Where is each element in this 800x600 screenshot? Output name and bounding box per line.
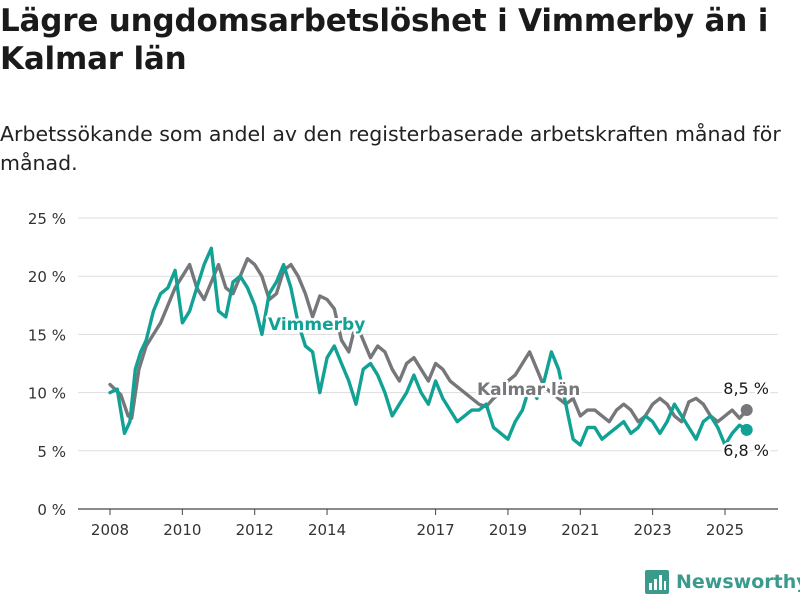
end-label-vimmerby-halo: 6,8 % [723, 441, 769, 460]
x-tick-label: 2017 [416, 521, 454, 539]
series-label-kalmar: Kalmar län [477, 380, 580, 400]
x-tick-label: 2019 [489, 521, 527, 539]
x-tick-label: 2008 [91, 521, 129, 539]
x-tick-label: 2023 [634, 521, 672, 539]
x-tick-label: 2014 [308, 521, 346, 539]
x-axis: 2008 2010 2012 2014 2017 2019 2021 2023 2025 [78, 508, 778, 539]
y-axis: 0 % 5 % 10 % 15 % 20 % 25 % [28, 210, 66, 519]
x-tick-label: 2025 [706, 521, 744, 539]
chart-subtitle: Arbetssökande som andel av den registerb… [0, 122, 781, 175]
series-line-vimmerby [108, 246, 749, 447]
y-tick-label: 5 % [37, 443, 66, 461]
newsworthy-logo-icon [645, 570, 669, 594]
series-label-vimmerby-halo: Vimmerby [268, 315, 365, 335]
y-tick-label: 25 % [28, 210, 66, 228]
end-label-kalmar: 8,5 % [723, 379, 769, 398]
series-label-vimmerby: Vimmerby [268, 315, 365, 335]
series-label-kalmar-halo: Kalmar län [477, 380, 580, 400]
end-label-kalmar-halo: 8,5 % [723, 379, 769, 398]
series-line-kalmar-län [108, 257, 749, 424]
x-tick-label: 2021 [561, 521, 599, 539]
brand-logo: Newsworthy [644, 569, 800, 595]
y-tick-label: 10 % [28, 385, 66, 403]
y-tick-label: 0 % [37, 501, 66, 519]
x-tick-label: 2012 [236, 521, 274, 539]
chart-title: Lägre ungdomsarbetslöshet i Vimmerby än … [0, 3, 769, 77]
end-point-vimmerby [740, 423, 753, 436]
gridlines [78, 217, 778, 510]
brand-name: Newsworthy [676, 571, 800, 593]
y-tick-label: 20 % [28, 268, 66, 286]
series-lines [108, 246, 753, 447]
end-point-kalmar-län [740, 404, 753, 417]
x-tick-label: 2010 [163, 521, 201, 539]
y-tick-label: 15 % [28, 326, 66, 344]
end-label-vimmerby: 6,8 % [723, 441, 769, 460]
